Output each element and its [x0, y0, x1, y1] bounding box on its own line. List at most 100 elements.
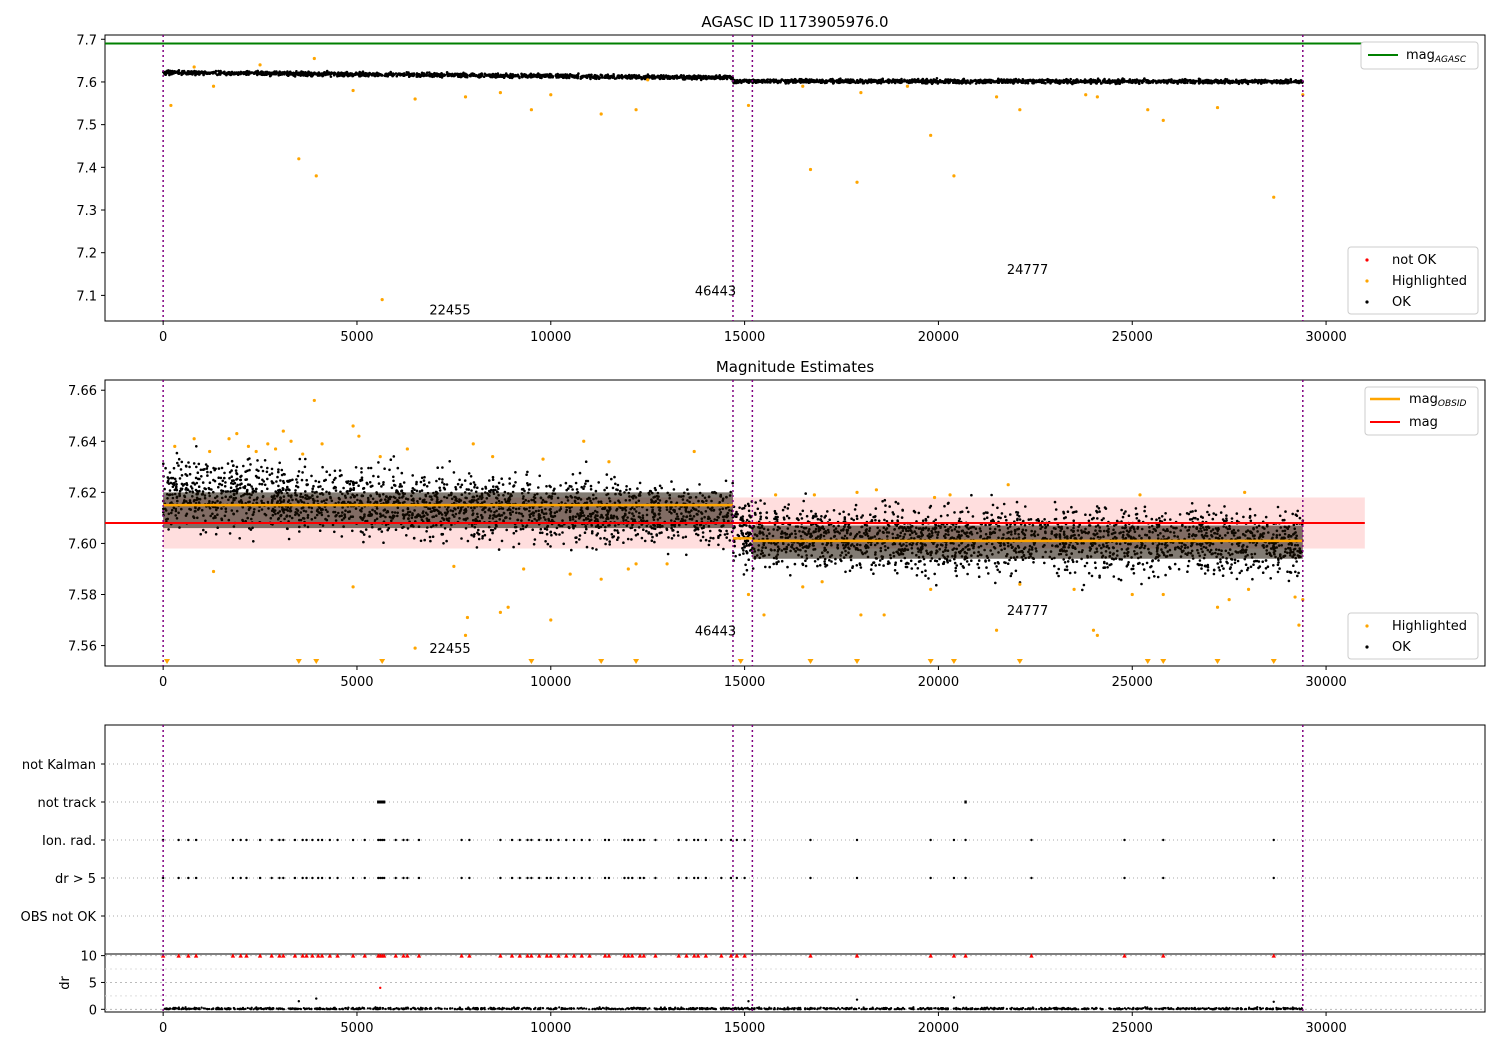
- x-tick-label: 20000: [918, 330, 959, 345]
- data-point-ok: [1152, 79, 1155, 82]
- data-point-ok: [197, 70, 201, 73]
- data-point-ok: [566, 73, 569, 76]
- data-point-ok: [168, 489, 172, 492]
- data-point-ok: [367, 75, 370, 78]
- data-point-ok: [263, 483, 267, 487]
- data-point-ok: [296, 474, 300, 478]
- data-point-ok: [363, 72, 367, 75]
- data-point-ok: [695, 77, 698, 80]
- data-point-ok: [1098, 80, 1102, 83]
- data-point-ok: [475, 546, 479, 549]
- data-point-ok: [549, 76, 552, 79]
- data-point-ok: [286, 485, 289, 489]
- data-point-ok: [589, 77, 592, 81]
- data-point-ok: [445, 539, 448, 543]
- data-point-ok: [493, 75, 497, 79]
- data-point-ok: [422, 73, 426, 76]
- data-point-ok: [799, 79, 803, 83]
- data-point-ok: [553, 487, 556, 491]
- data-point-ok: [578, 538, 581, 541]
- data-point-ok: [175, 485, 178, 489]
- data-point-ok: [578, 534, 582, 537]
- data-point-ok: [462, 74, 466, 77]
- data-point-ok: [640, 77, 643, 81]
- data-point-ok: [1231, 81, 1234, 84]
- data-point-ok: [229, 73, 233, 77]
- data-point-ok: [400, 489, 403, 493]
- data-point-ok: [913, 79, 916, 82]
- data-point-ok: [491, 75, 494, 79]
- data-point-ok: [181, 71, 185, 75]
- data-point-ok: [511, 75, 515, 78]
- data-point-ok: [445, 483, 449, 486]
- data-point-ok: [420, 476, 424, 480]
- data-point-ok: [1264, 79, 1267, 82]
- data-point-ok: [523, 489, 526, 493]
- data-point-ok: [788, 80, 791, 84]
- data-point-ok: [1198, 80, 1202, 84]
- data-point-ok: [459, 75, 462, 79]
- data-point-ok: [257, 71, 261, 74]
- data-point-ok: [637, 74, 641, 77]
- data-point-ok: [206, 71, 210, 74]
- data-point-ok: [251, 487, 254, 491]
- data-point-ok: [407, 73, 411, 76]
- data-point-ok: [640, 536, 644, 540]
- data-point-ok: [310, 474, 313, 478]
- data-point-ok: [436, 466, 440, 470]
- data-point-ok: [1223, 82, 1226, 85]
- data-point-ok: [188, 465, 191, 469]
- data-point-ok: [881, 77, 884, 81]
- data-point-ok: [1114, 80, 1117, 84]
- data-point-ok: [504, 72, 508, 75]
- data-point-ok: [254, 474, 258, 478]
- data-point-ok: [597, 75, 600, 78]
- data-point-ok: [1272, 79, 1276, 83]
- data-point-ok: [348, 73, 352, 76]
- data-point-ok: [483, 533, 487, 537]
- legend-label: Highlighted: [1392, 274, 1467, 289]
- data-point-ok: [214, 532, 218, 536]
- data-point-ok: [472, 535, 476, 538]
- data-point-ok: [304, 71, 307, 74]
- data-point-highlighted: [413, 97, 417, 101]
- data-point-ok: [195, 465, 198, 469]
- data-point-ok: [688, 77, 692, 80]
- data-point-ok: [261, 469, 265, 473]
- data-point-ok: [218, 482, 221, 486]
- data-point-ok: [333, 530, 336, 534]
- data-point-ok: [1187, 79, 1190, 82]
- data-point-ok: [415, 72, 419, 75]
- data-point-ok: [320, 73, 323, 76]
- data-point-ok: [585, 76, 589, 80]
- data-point-ok: [1164, 80, 1167, 84]
- y-tick-label: 7.1: [76, 289, 97, 304]
- data-point-ok: [524, 75, 528, 79]
- data-point-ok: [726, 532, 729, 536]
- data-point-ok: [200, 475, 203, 478]
- data-point-ok: [554, 73, 558, 76]
- data-point-ok: [203, 70, 207, 73]
- data-point-ok: [779, 80, 782, 84]
- data-point-ok: [1141, 81, 1144, 85]
- data-point-ok: [1275, 81, 1279, 85]
- data-point-ok: [171, 71, 175, 74]
- data-point-ok: [293, 75, 297, 78]
- obsid-label: 22455: [429, 304, 470, 319]
- data-point-ok: [415, 75, 419, 78]
- data-point-ok: [358, 74, 361, 78]
- data-point-ok: [175, 451, 179, 455]
- data-point-ok: [275, 480, 278, 483]
- data-point-ok: [736, 79, 739, 82]
- data-point-ok: [795, 80, 799, 83]
- data-point-ok: [553, 531, 556, 535]
- data-point-ok: [538, 474, 541, 478]
- data-point-ok: [652, 74, 656, 77]
- data-point-ok: [616, 488, 619, 492]
- data-point-ok: [811, 80, 815, 83]
- data-point-ok: [277, 468, 280, 471]
- data-point-ok: [400, 471, 404, 475]
- data-point-ok: [376, 74, 380, 78]
- data-point-ok: [536, 72, 540, 75]
- data-point-ok: [529, 74, 533, 78]
